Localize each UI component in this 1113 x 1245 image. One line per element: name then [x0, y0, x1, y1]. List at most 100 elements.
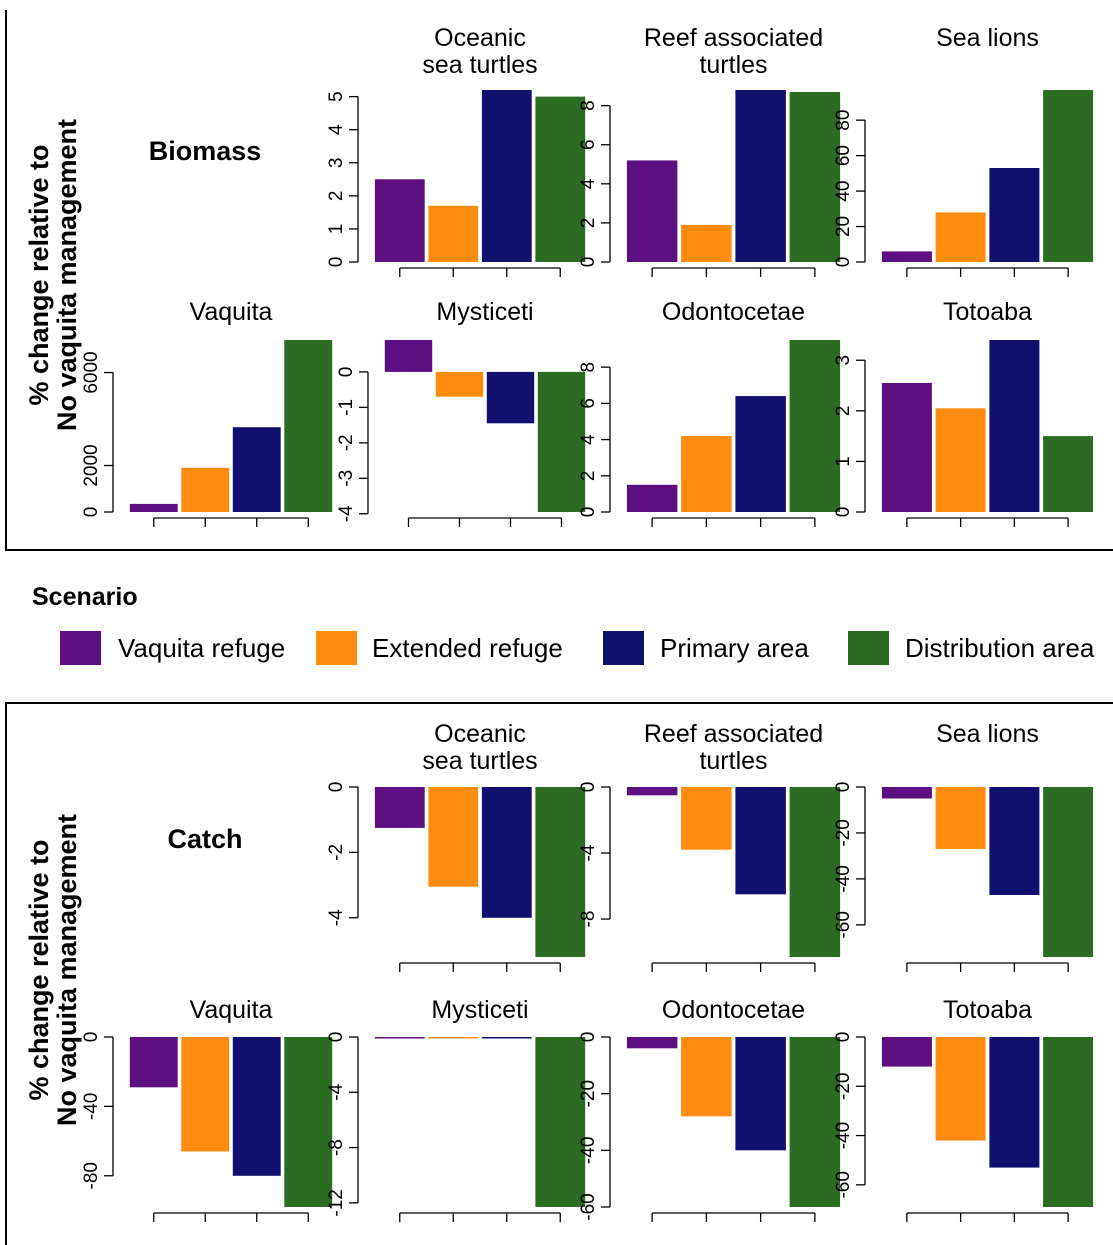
legend-swatch-vaquita-refuge	[60, 631, 101, 665]
y-tick-label: 0	[578, 1032, 599, 1043]
bar-vaquita-refuge	[374, 1037, 425, 1039]
y-tick-label: 8	[578, 362, 599, 373]
y-tick-label: 2	[326, 191, 347, 202]
y-tick-label: 0	[578, 782, 599, 793]
y-tick-label: -60	[578, 1193, 599, 1220]
bar-primary-area	[232, 427, 281, 512]
bar-extended-refuge	[681, 787, 732, 850]
y-tick-label: 0	[833, 1032, 854, 1043]
bar-primary-area	[989, 168, 1040, 262]
y-tick-label: -60	[833, 1171, 854, 1198]
y-tick-label: 0	[578, 257, 599, 268]
y-tick-label: 0	[81, 507, 102, 518]
legend-title: Scenario	[32, 583, 138, 611]
bar-distribution-area	[537, 371, 586, 512]
panel-title-biomass-oceanic-sea-turtles: Oceanic	[434, 24, 526, 52]
bar-extended-refuge	[681, 436, 732, 512]
bar-extended-refuge	[935, 212, 986, 262]
y-tick-label: -20	[833, 1073, 854, 1100]
y-tick-label: -4	[336, 505, 357, 522]
y-tick-label: -20	[833, 819, 854, 846]
legend-label-primary-area: Primary area	[660, 633, 809, 663]
y-tick-label: 2	[833, 406, 854, 417]
bar-vaquita-refuge	[374, 787, 425, 828]
bar-distribution-area	[1043, 90, 1094, 262]
bar-primary-area	[735, 1037, 786, 1151]
bar-vaquita-refuge	[626, 1037, 678, 1049]
legend-label-vaquita-refuge: Vaquita refuge	[118, 633, 285, 663]
panel-title-catch-totoaba: Totoaba	[943, 996, 1032, 1024]
y-tick-label: -40	[578, 1137, 599, 1164]
y-tick-label: 8	[578, 100, 599, 111]
panel-title-biomass-vaquita: Vaquita	[190, 298, 273, 326]
panel-title-catch-sea-lions: Sea lions	[936, 720, 1039, 748]
bar-extended-refuge	[428, 1037, 479, 1039]
catch-section-title: Catch	[167, 824, 242, 854]
bar-distribution-area	[535, 96, 586, 262]
bar-primary-area	[989, 340, 1040, 512]
bar-distribution-area	[535, 1037, 586, 1207]
bar-distribution-area	[1043, 1037, 1094, 1207]
y-tick-label: -80	[81, 1162, 102, 1189]
y-tick-label: -40	[833, 865, 854, 892]
bar-vaquita-refuge	[129, 1037, 178, 1088]
y-tick-label: -12	[326, 1189, 347, 1216]
catch-frame	[5, 702, 1113, 1245]
bar-primary-area	[486, 371, 535, 424]
bar-primary-area	[989, 787, 1040, 895]
bar-vaquita-refuge	[626, 484, 678, 512]
legend-swatch-distribution-area	[848, 631, 889, 665]
y-tick-label: -40	[81, 1093, 102, 1120]
y-tick-label: 3	[833, 355, 854, 366]
panel-title-catch-odontocetae: Odontocetae	[662, 996, 805, 1024]
bar-extended-refuge	[428, 787, 479, 887]
bar-primary-area	[481, 90, 532, 262]
bar-vaquita-refuge	[374, 179, 425, 262]
bar-distribution-area	[535, 787, 586, 957]
panel-catch-odontocetae: Odontocetae 0 -20 -40 -60	[578, 996, 841, 1222]
legend-swatch-primary-area	[603, 631, 644, 665]
y-tick-label: 3	[326, 157, 347, 168]
panel-biomass-sea-lions: Sea lions 0 20 40 60 80	[833, 24, 1094, 277]
bar-distribution-area	[789, 787, 841, 957]
biomass-frame	[5, 10, 1113, 551]
bar-vaquita-refuge	[384, 340, 433, 372]
panel-title-biomass-oceanic-sea-turtles: sea turtles	[422, 51, 537, 79]
bar-vaquita-refuge	[129, 503, 178, 512]
biomass-ylabel-line1: % change relative to	[24, 144, 54, 405]
panel-catch-totoaba: Totoaba 0 -20 -40 -60	[833, 996, 1094, 1222]
y-tick-label: 5	[326, 91, 347, 102]
y-tick-label: -2	[326, 844, 347, 861]
panel-biomass-mysticeti: Mysticeti -4 -3 -2 -1 0	[336, 298, 586, 527]
y-tick-label: -40	[833, 1122, 854, 1149]
y-tick-label: 1	[833, 456, 854, 467]
y-tick-label: 6	[578, 139, 599, 150]
bar-extended-refuge	[181, 467, 230, 512]
bar-extended-refuge	[435, 371, 484, 397]
y-tick-label: 80	[833, 110, 854, 131]
y-tick-label: -4	[578, 844, 599, 861]
bar-extended-refuge	[681, 224, 732, 262]
bar-primary-area	[481, 1037, 532, 1039]
y-tick-label: 4	[326, 124, 347, 135]
legend-label-distribution-area: Distribution area	[905, 633, 1095, 663]
y-tick-label: 4	[578, 434, 599, 445]
y-tick-label: 20	[833, 216, 854, 237]
biomass-section-title: Biomass	[149, 136, 262, 166]
panel-title-catch-reef-associated-turtles: Reef associated	[644, 720, 823, 748]
y-tick-label: 40	[833, 181, 854, 202]
bar-primary-area	[989, 1037, 1040, 1168]
y-tick-label: 6	[578, 398, 599, 409]
bar-extended-refuge	[935, 408, 986, 512]
panel-title-catch-mysticeti: Mysticeti	[431, 996, 528, 1024]
legend: Scenario Vaquita refuge Extended refuge …	[32, 583, 1095, 665]
bar-primary-area	[481, 787, 532, 918]
panel-title-biomass-totoaba: Totoaba	[943, 298, 1032, 326]
y-tick-label: 6000	[81, 351, 102, 393]
bar-extended-refuge	[935, 787, 986, 849]
y-tick-label: 4	[578, 178, 599, 189]
y-tick-label: 60	[833, 145, 854, 166]
y-tick-label: -1	[336, 399, 357, 416]
